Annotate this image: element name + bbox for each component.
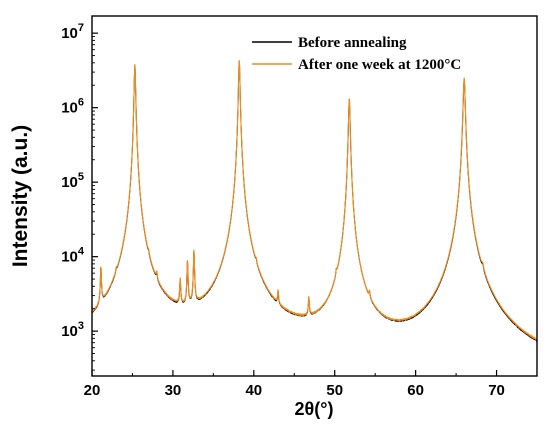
- series-layer: [91, 59, 538, 342]
- plot-frame: [91, 15, 538, 377]
- axes-layer: 20 30 40 50 60 70 103 104 105 106 107: [61, 22, 505, 399]
- y-tick-label: 106: [61, 97, 84, 117]
- legend-label-before-annealing: Before annealing: [298, 35, 407, 51]
- series-line-1: [91, 59, 538, 341]
- x-tick-label: 40: [245, 382, 262, 399]
- y-tick-label: 103: [61, 320, 84, 340]
- x-tick-label: 20: [84, 382, 101, 399]
- x-axis-title: 2θ(°): [295, 399, 334, 419]
- x-tick-label: 70: [488, 382, 505, 399]
- x-tick-label: 50: [326, 382, 343, 399]
- y-tick-label: 104: [61, 246, 85, 266]
- x-tick-label: 30: [165, 382, 182, 399]
- legend: Before annealing After one week at 1200°…: [252, 35, 461, 73]
- y-tick-label: 105: [61, 171, 84, 191]
- x-tick-label: 60: [407, 382, 424, 399]
- y-tick-label: 107: [61, 22, 84, 42]
- y-axis-title: Intensity (a.u.): [9, 125, 32, 267]
- legend-label-after-annealing: After one week at 1200°C: [298, 57, 461, 73]
